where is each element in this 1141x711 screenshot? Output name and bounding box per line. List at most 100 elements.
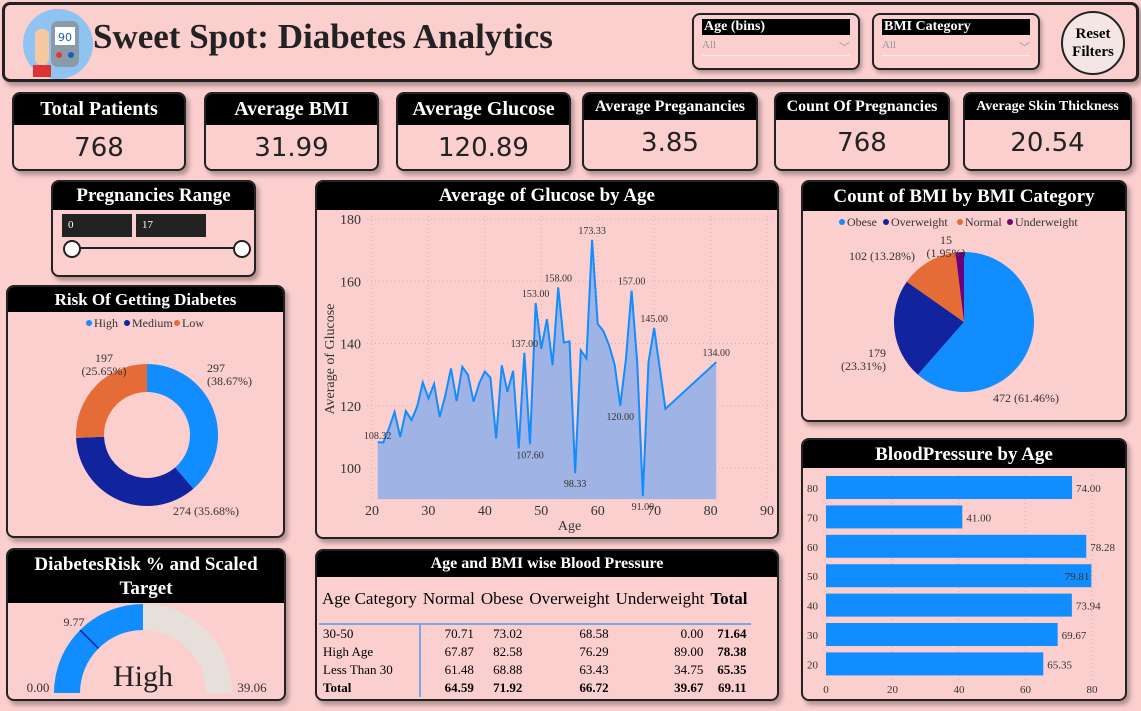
bar-age-50[interactable] bbox=[826, 564, 1092, 588]
area-fill bbox=[377, 239, 717, 500]
donut-slice-medium[interactable] bbox=[76, 436, 194, 506]
bloodpressure-by-age-panel: BloodPressure by Age 0 20 40 60 80 80 74.00 70 4… bbox=[801, 438, 1127, 701]
kpi-card: Average Preganancies 3.85 bbox=[582, 92, 758, 171]
kpi-value: 31.99 bbox=[254, 133, 329, 163]
kpi-label: Average Skin Thickness bbox=[965, 94, 1130, 120]
panel-title: Pregnancies Range bbox=[53, 182, 254, 210]
page-title: Sweet Spot: Diabetes Analytics bbox=[93, 17, 553, 56]
table-cell: 71.64 bbox=[717, 626, 747, 641]
bar-chart: 0 20 40 60 80 80 74.00 70 41.00 60 78.28 50 79.81 40 7… bbox=[807, 475, 1116, 696]
donut-slice-low[interactable] bbox=[76, 364, 147, 438]
x-tick-label: 40 bbox=[954, 684, 966, 696]
gauge-fill[interactable] bbox=[54, 604, 143, 693]
legend-item[interactable]: High bbox=[94, 316, 118, 330]
glucose-line[interactable] bbox=[377, 239, 717, 497]
range-track bbox=[71, 247, 241, 249]
table-cell: 68.58 bbox=[579, 626, 609, 641]
x-tick-label: 0 bbox=[823, 684, 829, 696]
legend-item[interactable]: Underweight bbox=[1015, 215, 1078, 229]
svg-text:90: 90 bbox=[58, 31, 72, 44]
min-label: 0.00 bbox=[27, 680, 50, 695]
max-label: 39.06 bbox=[237, 680, 267, 695]
y-tick-label: 50 bbox=[807, 571, 819, 583]
reset-filters-button[interactable]: Reset Filters bbox=[1061, 11, 1125, 75]
bmi-category-dropdown[interactable]: All ﹀ bbox=[882, 39, 1030, 56]
column-header[interactable]: Obese bbox=[477, 577, 527, 625]
data-label: 91.00 bbox=[632, 502, 655, 513]
data-label: 108.32 bbox=[364, 431, 392, 442]
table-cell: 66.72 bbox=[579, 680, 609, 695]
pie-slice-normal[interactable] bbox=[906, 252, 964, 322]
pie-slice-underweight[interactable] bbox=[955, 252, 964, 322]
legend-item[interactable]: Low bbox=[182, 316, 204, 330]
x-tick-label: 80 bbox=[1087, 684, 1099, 696]
bmi-category-slicer[interactable]: BMI Category All ﹀ bbox=[872, 13, 1040, 70]
table-row: High Age 67.87 82.58 76.29 89.00 78.38 bbox=[319, 643, 751, 661]
kpi-label: Average Glucose bbox=[398, 94, 569, 125]
chevron-down-icon: ﹀ bbox=[1019, 42, 1030, 54]
kpi-value: 120.89 bbox=[438, 133, 529, 163]
bar-age-30[interactable] bbox=[826, 623, 1058, 646]
y-tick-label: 30 bbox=[807, 630, 819, 642]
column-header[interactable]: Total bbox=[707, 577, 751, 625]
table-cell: 64.59 bbox=[444, 680, 474, 695]
range-max-input[interactable]: 17 bbox=[136, 214, 206, 237]
x-tick-label: 20 bbox=[365, 504, 379, 519]
data-label: 79.81 bbox=[1065, 571, 1090, 583]
panel-title: DiabetesRisk % and Scaled Target bbox=[8, 550, 284, 603]
table-cell: 71.92 bbox=[493, 680, 523, 695]
table-cell: 30-50 bbox=[319, 624, 421, 643]
kpi-value: 768 bbox=[74, 133, 124, 163]
x-tick-label: 70 bbox=[647, 504, 661, 519]
legend-item[interactable]: Obese bbox=[847, 215, 877, 229]
pie-slice-obese[interactable] bbox=[917, 252, 1034, 392]
data-label: 137.00 bbox=[511, 339, 539, 350]
y-tick-label: 40 bbox=[807, 601, 819, 613]
reset-label: Reset bbox=[1075, 26, 1111, 42]
table-cell: 68.88 bbox=[493, 662, 523, 677]
bp-matrix-table: Age Category Normal Obese Overweight Underwe… bbox=[319, 577, 751, 697]
kpi-label: Total Patients bbox=[14, 94, 184, 125]
data-label: 74.00 bbox=[1076, 483, 1101, 495]
table-cell: 82.58 bbox=[493, 644, 523, 659]
data-label: 157.00 bbox=[618, 277, 646, 288]
bar-age-80[interactable] bbox=[826, 476, 1073, 499]
panel-title: Risk Of Getting Diabetes bbox=[8, 287, 283, 312]
table-row: Total 64.59 71.92 66.72 39.67 69.11 bbox=[319, 679, 751, 697]
table-cell: 69.11 bbox=[717, 680, 747, 695]
donut-slice-high[interactable] bbox=[147, 364, 218, 489]
legend-item[interactable]: Medium bbox=[132, 316, 173, 330]
y-tick-label: 60 bbox=[807, 542, 819, 554]
column-header[interactable]: Overweight bbox=[526, 577, 613, 625]
column-header[interactable]: Normal bbox=[419, 577, 478, 625]
legend-marker bbox=[86, 320, 92, 326]
range-min-handle[interactable] bbox=[63, 240, 81, 258]
panel-title: Count of BMI by BMI Category bbox=[803, 182, 1125, 211]
bar-age-70[interactable] bbox=[826, 505, 963, 529]
y-tick-label: 140 bbox=[340, 338, 361, 353]
table-cell: 65.35 bbox=[717, 662, 747, 677]
chevron-down-icon: ﹀ bbox=[839, 42, 850, 54]
kpi-card: Average Skin Thickness 20.54 bbox=[963, 92, 1132, 171]
range-min-input[interactable]: 0 bbox=[62, 214, 132, 237]
x-tick-label: 90 bbox=[760, 504, 774, 519]
age-bins-dropdown[interactable]: All ﹀ bbox=[702, 39, 850, 56]
gauge-chart: 9.77 0.00 39.06 High bbox=[27, 604, 267, 695]
x-tick-label: 50 bbox=[534, 504, 548, 519]
range-max-handle[interactable] bbox=[233, 240, 251, 258]
x-tick-label: 30 bbox=[421, 504, 435, 519]
column-header[interactable]: Underweight bbox=[612, 577, 708, 625]
pie-slice-overweight[interactable] bbox=[894, 281, 964, 375]
legend-item[interactable]: Normal bbox=[965, 215, 1002, 229]
data-label: 134.00 bbox=[702, 348, 730, 359]
bar-age-60[interactable] bbox=[826, 534, 1087, 558]
bar-age-40[interactable] bbox=[826, 593, 1072, 617]
age-bins-slicer[interactable]: Age (bins) All ﹀ bbox=[692, 13, 860, 70]
slicer-label: Age (bins) bbox=[702, 19, 850, 35]
kpi-label: Average BMI bbox=[206, 94, 377, 125]
bar-age-20[interactable] bbox=[826, 652, 1044, 676]
legend-item[interactable]: Overweight bbox=[891, 215, 948, 229]
header-bar: 90 Sweet Spot: Diabetes Analytics Age (b… bbox=[2, 2, 1139, 82]
column-header[interactable]: Age Category bbox=[319, 577, 420, 625]
glucose-by-age-panel: Average of Glucose by Age 100 120 140 160 18… bbox=[315, 180, 779, 539]
